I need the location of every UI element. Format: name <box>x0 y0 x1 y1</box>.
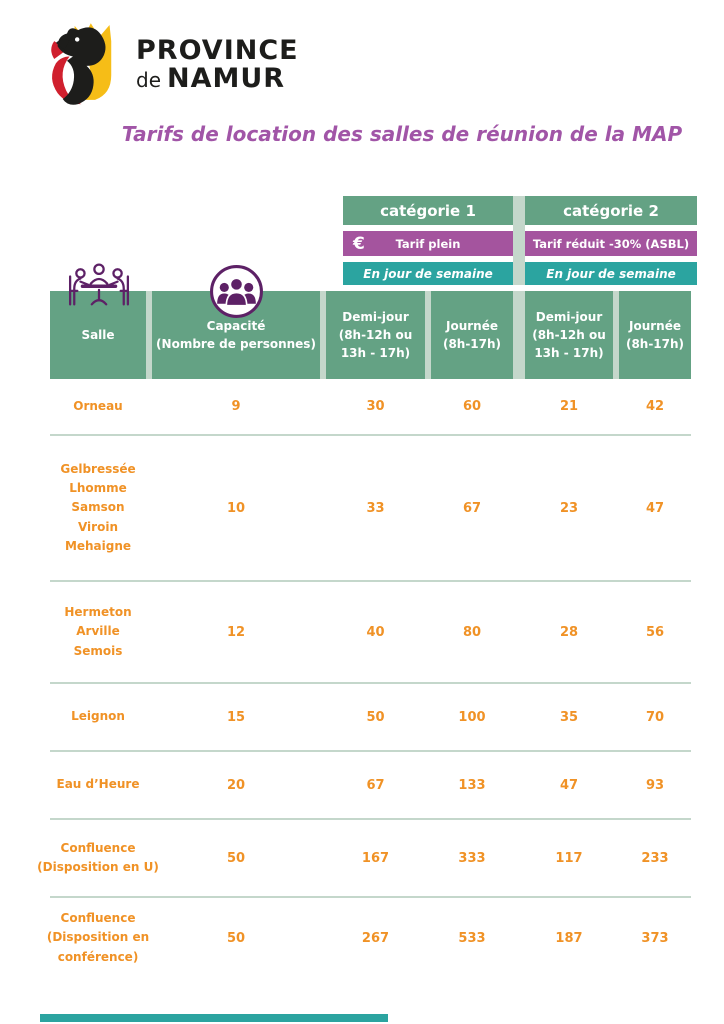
header-capacite: Capacité (Nombre de personnes) <box>152 291 320 379</box>
table-row: Hermeton Arville Semois 12 40 80 28 56 <box>50 582 691 682</box>
logo-line1: PROVINCE <box>136 34 299 66</box>
header-cat1-demi-jour: Demi-jour (8h-12h ou 13h - 17h) <box>326 291 425 379</box>
cell-cat2-demi-jour: 47 <box>559 777 579 793</box>
header-cat1-journee: Journée (8h-17h) <box>431 291 513 379</box>
table-row: Gelbressée Lhomme Samson Viroin Mehaigne… <box>50 436 691 580</box>
cell-cat1-journee: 533 <box>458 930 486 946</box>
category-1-header: catégorie 1 <box>343 196 513 225</box>
province-namur-logo: PROVINCE de NAMUR <box>44 20 299 110</box>
cell-capacite: 20 <box>226 777 246 793</box>
tarif-row: € Tarif plein Tarif réduit -30% (ASBL) <box>326 231 697 256</box>
cell-salle: Gelbressée Lhomme Samson Viroin Mehaigne <box>60 462 136 553</box>
logo-namur: NAMUR <box>167 63 286 94</box>
cell-cat1-demi-jour: 167 <box>361 850 390 866</box>
cell-cat1-journee: 67 <box>462 500 482 516</box>
cell-salle: Hermeton Arville Semois <box>64 605 132 658</box>
cell-cat1-demi-jour: 67 <box>366 777 385 793</box>
cell-cat1-demi-jour: 30 <box>366 399 385 414</box>
category-1-schedule: En jour de semaine <box>343 262 513 285</box>
row-separator <box>50 580 691 582</box>
meeting-table-icon <box>66 261 132 307</box>
row-separator <box>50 682 691 684</box>
table-row: Eau d’Heure 20 67 133 47 93 <box>50 752 691 818</box>
row-separator <box>50 750 691 752</box>
cell-capacite: 12 <box>226 624 246 640</box>
cell-cat2-journee: 233 <box>641 850 669 866</box>
table-row: Leignon 15 50 100 35 70 <box>50 684 691 750</box>
cell-salle: Orneau <box>73 398 123 413</box>
cell-salle: Confluence (Disposition en U) <box>37 840 159 874</box>
row-separator <box>50 896 691 898</box>
cell-capacite: 9 <box>231 399 241 414</box>
category-2-schedule: En jour de semaine <box>525 262 697 285</box>
cell-cat2-demi-jour: 21 <box>559 399 579 414</box>
schedule-row: En jour de semaine En jour de semaine <box>326 262 697 285</box>
cell-capacite: 15 <box>226 709 246 725</box>
cell-cat2-journee: 93 <box>645 777 665 793</box>
logo-de: de <box>136 68 161 92</box>
category-2-tarif: Tarif réduit -30% (ASBL) <box>525 231 697 256</box>
cell-cat1-journee: 333 <box>458 850 486 866</box>
cell-cat1-demi-jour: 50 <box>366 709 385 725</box>
cell-cat2-journee: 373 <box>641 930 669 946</box>
cell-salle: Leignon <box>71 709 125 724</box>
cell-capacite: 50 <box>226 850 246 866</box>
tarif-reduit-label: Tarif réduit -30% (ASBL) <box>532 236 690 251</box>
cell-cat1-journee: 60 <box>462 399 482 414</box>
cell-cat2-demi-jour: 28 <box>559 624 579 640</box>
header-cat2-demi-jour: Demi-jour (8h-12h ou 13h - 17h) <box>525 291 613 379</box>
cell-cat1-journee: 100 <box>458 709 486 725</box>
tariff-table: catégorie 1 catégorie 2 € Tarif plein Ta… <box>37 196 697 978</box>
cell-cat2-journee: 42 <box>645 399 665 414</box>
euro-icon: € <box>353 233 365 254</box>
cell-cat2-demi-jour: 187 <box>555 930 583 946</box>
cell-salle: Confluence (Disposition en conférence) <box>46 911 150 964</box>
category-2-header: catégorie 2 <box>525 196 697 225</box>
page-title: Tarifs de location des salles de réunion… <box>121 122 683 146</box>
cell-capacite: 10 <box>226 500 246 516</box>
header-salle: Salle <box>50 291 146 379</box>
cell-cat2-journee: 47 <box>645 500 665 516</box>
cell-cat2-journee: 56 <box>645 624 665 640</box>
table-header-row: Salle Capacité (Nombre de personnes) Dem… <box>50 263 691 379</box>
logo-text: PROVINCE de NAMUR <box>136 34 299 94</box>
people-group-icon <box>208 263 265 320</box>
row-separator <box>50 434 691 436</box>
tarif-plein-label: Tarif plein <box>395 236 461 251</box>
cell-cat1-journee: 80 <box>462 624 482 640</box>
cell-capacite: 50 <box>226 930 246 946</box>
cell-cat2-journee: 70 <box>645 709 665 725</box>
cell-cat1-demi-jour: 40 <box>366 624 385 640</box>
header-cat2-journee: Journée (8h-17h) <box>619 291 691 379</box>
category-divider <box>513 196 525 285</box>
cell-cat1-journee: 133 <box>458 777 486 793</box>
cell-cat2-demi-jour: 23 <box>559 500 579 516</box>
cell-cat1-demi-jour: 33 <box>366 500 385 516</box>
lion-crest-icon <box>44 20 124 110</box>
cell-cat2-demi-jour: 117 <box>555 850 583 866</box>
category-name-row: catégorie 1 catégorie 2 <box>326 196 697 225</box>
cell-cat2-demi-jour: 35 <box>559 709 579 725</box>
table-row: Orneau 9 30 60 21 42 <box>50 379 691 434</box>
cell-cat1-demi-jour: 267 <box>361 930 390 946</box>
row-separator <box>50 818 691 820</box>
table-row: Confluence (Disposition en conférence) 5… <box>46 898 691 978</box>
table-row: Confluence (Disposition en U) 50 167 333… <box>37 820 691 896</box>
bottom-page-edge-bar <box>40 1014 388 1022</box>
category-bands: catégorie 1 catégorie 2 € Tarif plein Ta… <box>326 196 697 285</box>
cell-salle: Eau d’Heure <box>56 777 140 792</box>
category-1-tarif: € Tarif plein <box>343 231 513 256</box>
